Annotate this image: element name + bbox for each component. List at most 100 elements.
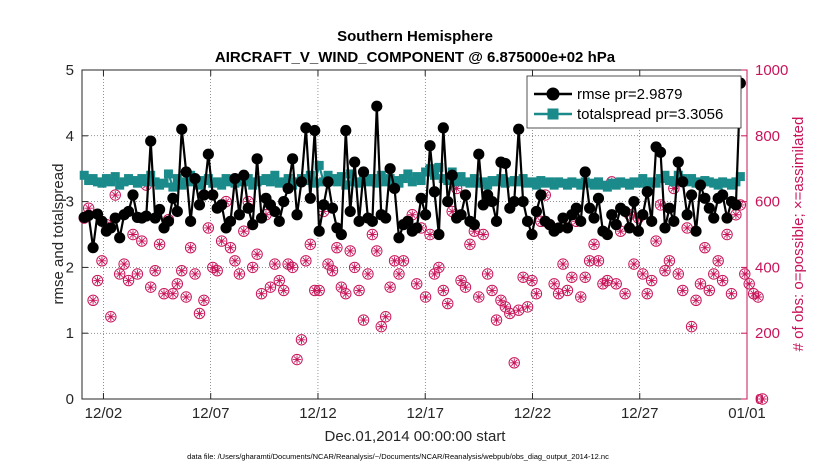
x-tick-label: 12/22: [514, 405, 552, 422]
obs-count-point: [371, 245, 383, 257]
obs-count-point: [712, 255, 724, 267]
chart-subtitle: AIRCRAFT_V_WIND_COMPONENT @ 6.875000e+02…: [215, 49, 616, 66]
rmse-marker: [477, 199, 489, 211]
obs-count-point: [703, 284, 716, 297]
rmse-marker: [185, 215, 197, 227]
x-axis-label: Dec.01,2014 00:00:00 start: [325, 428, 507, 445]
obs-count-point: [743, 278, 755, 290]
totalspread-marker: [669, 177, 679, 187]
totalspread-marker: [394, 178, 404, 188]
obs-count-point: [131, 268, 144, 280]
totalspread-marker: [434, 162, 444, 172]
totalspread-marker: [106, 177, 116, 187]
rmse-marker: [499, 157, 511, 170]
totalspread-marker: [314, 160, 324, 170]
rmse-marker: [255, 212, 268, 224]
rmse-series: [78, 77, 746, 254]
rmse-marker: [668, 215, 680, 227]
obs-count-point: [366, 228, 379, 241]
obs-count-point: [459, 281, 472, 293]
obs-count-point: [473, 291, 485, 303]
legend: rmse pr=2.9879 totalspread pr=3.3056: [526, 75, 742, 129]
totalspread-marker: [265, 177, 275, 187]
obs-count-point: [304, 238, 317, 251]
obs-count-point: [149, 264, 161, 277]
rmse-marker: [694, 179, 707, 191]
obs-count-point: [708, 268, 720, 280]
obs-count-point: [295, 334, 308, 346]
obs-count-point: [433, 261, 445, 274]
totalspread-marker: [336, 172, 346, 182]
totalspread-marker: [203, 174, 213, 184]
y-tick-label: 1: [66, 325, 74, 342]
rmse-marker: [486, 196, 498, 208]
rmse-marker: [717, 189, 729, 201]
totalspread-marker: [687, 174, 697, 184]
rmse-marker: [344, 205, 356, 218]
y-tick-label: 5: [66, 62, 74, 79]
obs-count-point: [530, 288, 543, 300]
obs-count-point: [246, 261, 259, 274]
obs-count-point: [326, 264, 339, 277]
rmse-marker: [592, 192, 605, 204]
rmse-marker: [473, 148, 485, 160]
rmse-marker: [87, 242, 99, 254]
x-tick-label: 01/01: [728, 405, 766, 422]
obs-count-point: [375, 320, 387, 333]
rmse-marker: [530, 205, 543, 218]
x-tick-label: 12/12: [299, 405, 337, 422]
obs-count-point: [331, 241, 343, 254]
totalspread-marker: [159, 178, 169, 188]
rmse-marker: [521, 215, 534, 227]
obs-count-point: [752, 291, 764, 303]
obs-count-point: [362, 268, 374, 280]
obs-count-point: [548, 278, 560, 290]
rmse-marker: [388, 182, 401, 195]
totalspread-marker: [79, 170, 89, 180]
rmse-marker: [584, 202, 596, 214]
rmse-marker: [313, 225, 325, 237]
rmse-marker: [610, 219, 622, 231]
axes: 12/02 12/07 12/12 12/17 12/22 12/27 01/0101234…: [66, 62, 789, 422]
y-tick-label: 0: [66, 391, 74, 408]
x-tick-label: 12/02: [85, 405, 123, 422]
rmse-marker: [122, 205, 135, 218]
obs-count-point: [411, 278, 423, 290]
obs-count-point: [419, 291, 432, 303]
rmse-marker: [114, 232, 126, 244]
obs-count-point: [508, 357, 520, 369]
totalspread-marker: [531, 180, 541, 190]
totalspread-marker: [97, 178, 107, 188]
totalspread-marker: [633, 178, 643, 188]
totalspread-marker: [217, 180, 227, 190]
legend-box: [526, 75, 742, 129]
rmse-marker: [145, 135, 157, 147]
rmse-marker: [579, 166, 591, 178]
obs-count-point: [198, 294, 210, 306]
rmse-marker: [402, 215, 414, 227]
obs-count-point: [189, 268, 201, 280]
totalspread-marker: [452, 177, 462, 187]
totalspread-marker: [146, 170, 156, 180]
totalspread-marker: [416, 176, 426, 186]
rmse-marker: [699, 192, 711, 204]
obs-count-point: [526, 274, 538, 287]
obs-count-point: [278, 284, 290, 297]
obs-count-point: [335, 281, 348, 293]
x-tick-label: 12/27: [621, 405, 659, 422]
rmse-marker: [207, 189, 219, 201]
rmse-marker: [269, 205, 281, 218]
totalspread-marker: [483, 180, 493, 190]
rmse-marker: [109, 212, 121, 224]
rmse-marker: [295, 176, 308, 188]
rmse-marker: [641, 186, 653, 198]
rmse-marker: [419, 209, 432, 221]
obs-count-point: [486, 284, 498, 297]
totalspread-series: [79, 160, 745, 192]
rmse-marker: [606, 209, 618, 221]
totalspread-marker: [141, 177, 151, 187]
obs-count-point: [690, 294, 702, 306]
obs-count-point: [481, 268, 494, 280]
obs-count-point: [592, 255, 605, 267]
rmse-marker: [247, 219, 259, 231]
